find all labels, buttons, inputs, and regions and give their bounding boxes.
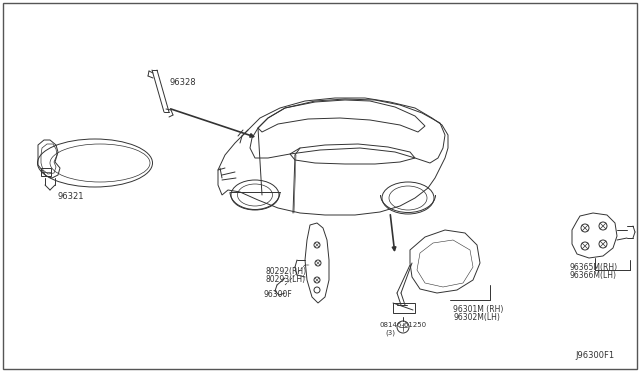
Text: 80293(LH): 80293(LH) (265, 275, 305, 284)
Bar (393, 303, 415, 313)
Text: 96366M(LH): 96366M(LH) (570, 271, 617, 280)
Text: 80292(RH): 80292(RH) (265, 267, 306, 276)
Text: 96328: 96328 (170, 78, 196, 87)
Text: 96321: 96321 (58, 192, 84, 201)
Text: J96300F1: J96300F1 (575, 351, 614, 360)
Text: 96300F: 96300F (264, 290, 292, 299)
Text: 08146-61250: 08146-61250 (380, 322, 427, 328)
Text: 96302M(LH): 96302M(LH) (453, 313, 500, 322)
Text: 96301M (RH): 96301M (RH) (453, 305, 504, 314)
Text: 96365M(RH): 96365M(RH) (570, 263, 618, 272)
Bar (41, 168, 51, 176)
Text: (3): (3) (385, 330, 395, 337)
